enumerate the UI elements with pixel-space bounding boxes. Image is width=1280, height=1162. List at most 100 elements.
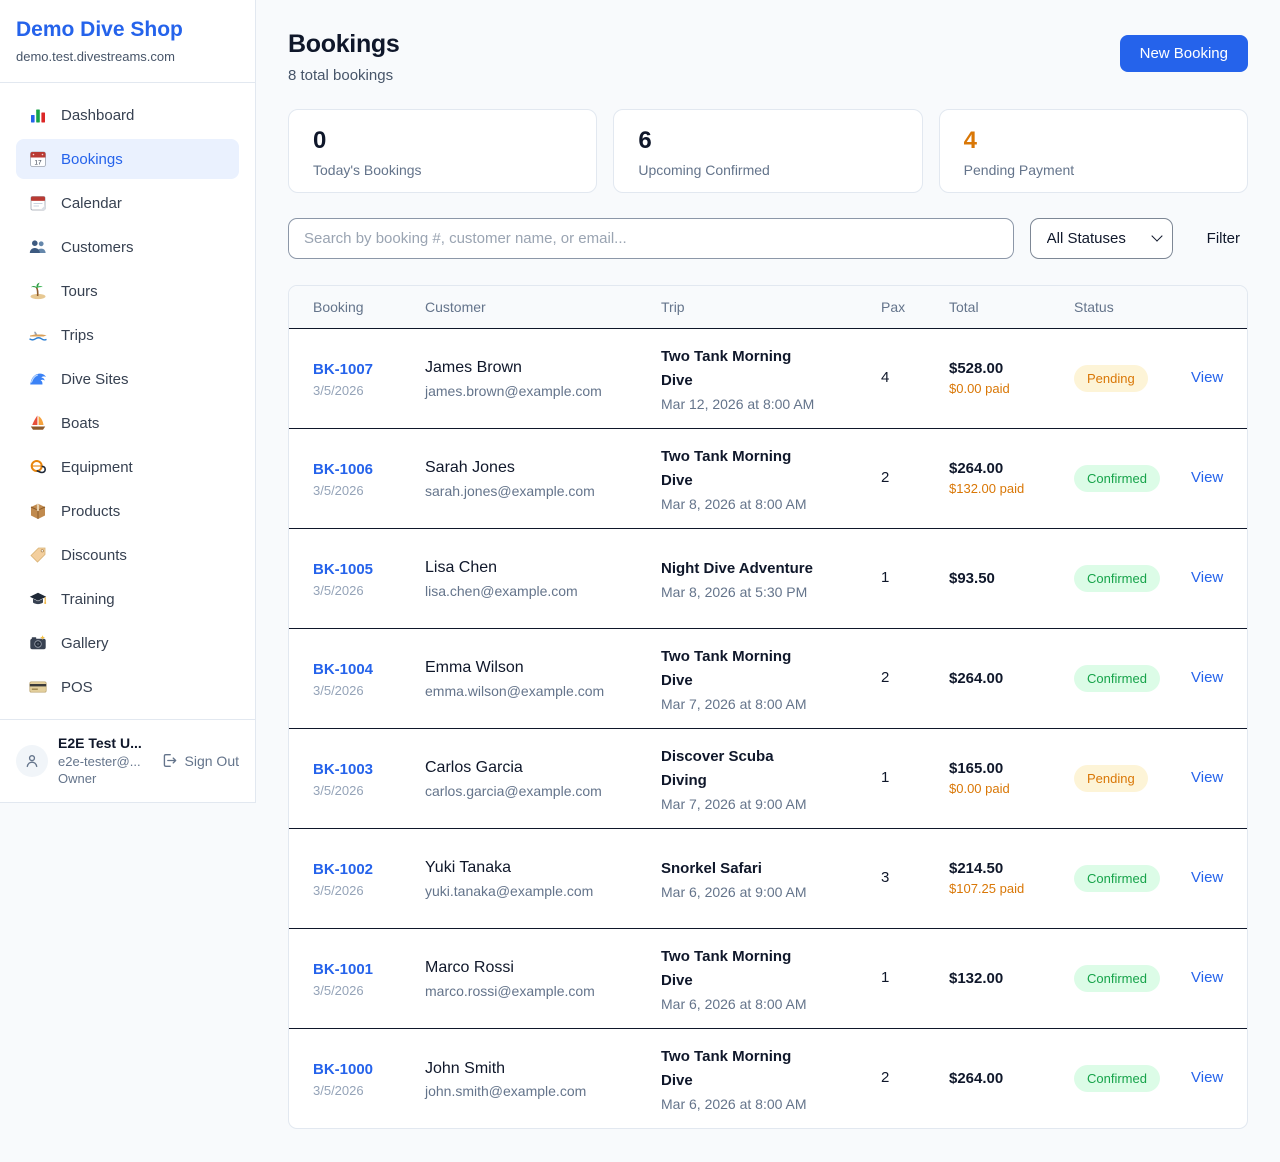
customer-email: lisa.chen@example.com bbox=[425, 582, 578, 599]
booking-id-link[interactable]: BK-1005 bbox=[313, 560, 374, 578]
paid-amount: $132.00 paid bbox=[949, 481, 1025, 496]
trip-datetime: Mar 7, 2026 at 9:00 AM bbox=[661, 795, 807, 812]
sidebar-item-label: Customers bbox=[61, 238, 134, 256]
trip-datetime: Mar 7, 2026 at 8:00 AM bbox=[661, 695, 807, 712]
customer-name: Marco Rossi bbox=[425, 959, 514, 977]
sidebar-item-calendar[interactable]: Calendar bbox=[16, 183, 239, 223]
camera-icon bbox=[28, 633, 48, 653]
sidebar-item-trips[interactable]: Trips bbox=[16, 315, 239, 355]
sidebar-item-tours[interactable]: Tours bbox=[16, 271, 239, 311]
search-input[interactable] bbox=[288, 218, 1014, 259]
booking-date: 3/5/2026 bbox=[313, 583, 364, 599]
trip-name: Two Tank Morning Dive bbox=[661, 947, 792, 989]
customer-name: Carlos Garcia bbox=[425, 759, 523, 777]
total-amount: $264.00 bbox=[949, 460, 1004, 477]
total-amount: $264.00 bbox=[949, 669, 1004, 687]
view-link[interactable]: View bbox=[1191, 1069, 1224, 1087]
sidebar-item-training[interactable]: Training bbox=[16, 579, 239, 619]
booking-id-link[interactable]: BK-1001 bbox=[313, 960, 374, 978]
view-link[interactable]: View bbox=[1191, 769, 1224, 786]
view-link[interactable]: View bbox=[1191, 869, 1224, 886]
sidebar-nav: Dashboard 17 Bookings Calendar Customers… bbox=[0, 83, 255, 719]
sidebar-item-label: Trips bbox=[61, 326, 94, 344]
stat-value: 0 bbox=[313, 127, 327, 154]
table-row: BK-1004 3/5/2026 Emma Wilson emma.wilson… bbox=[289, 628, 1247, 729]
status-badge: Confirmed bbox=[1074, 964, 1160, 992]
trip-datetime: Mar 6, 2026 at 9:00 AM bbox=[661, 883, 807, 900]
total-amount: $165.00 bbox=[949, 760, 1004, 777]
status-badge: Confirmed bbox=[1074, 864, 1160, 892]
table-row: BK-1000 3/5/2026 John Smith john.smith@e… bbox=[289, 1028, 1247, 1128]
booking-date: 3/5/2026 bbox=[313, 1083, 364, 1099]
grad-cap-icon bbox=[28, 589, 48, 609]
booking-id-link[interactable]: BK-1006 bbox=[313, 460, 374, 478]
trip-datetime: Mar 6, 2026 at 8:00 AM bbox=[661, 995, 807, 1012]
status-badge: Confirmed bbox=[1074, 464, 1160, 492]
paid-amount: $0.00 paid bbox=[949, 781, 1010, 796]
booking-id-link[interactable]: BK-1004 bbox=[313, 660, 374, 678]
bar-chart-icon bbox=[28, 105, 48, 125]
table-row: BK-1006 3/5/2026 Sarah Jones sarah.jones… bbox=[289, 428, 1247, 529]
paid-amount: $107.25 paid bbox=[949, 881, 1025, 896]
view-link[interactable]: View bbox=[1191, 369, 1224, 386]
sign-out-button[interactable]: Sign Out bbox=[159, 751, 239, 771]
sidebar-item-label: Training bbox=[61, 590, 115, 608]
dive-mask-icon bbox=[28, 457, 48, 477]
sidebar-item-label: Equipment bbox=[61, 458, 133, 476]
booking-date: 3/5/2026 bbox=[313, 783, 364, 799]
booking-id-link[interactable]: BK-1000 bbox=[313, 1061, 374, 1079]
sidebar-item-bookings[interactable]: 17 Bookings bbox=[16, 139, 239, 179]
booking-id-link[interactable]: BK-1002 bbox=[313, 860, 374, 878]
sidebar-item-boats[interactable]: Boats bbox=[16, 403, 239, 443]
people-icon bbox=[28, 237, 48, 257]
person-icon bbox=[22, 751, 42, 771]
trip-name: Two Tank Morning Dive bbox=[661, 447, 792, 489]
customer-name: James Brown bbox=[425, 359, 522, 377]
view-link[interactable]: View bbox=[1191, 969, 1224, 986]
sign-out-icon bbox=[159, 751, 179, 771]
page-subtitle: 8 total bookings bbox=[288, 67, 394, 84]
trip-name: Snorkel Safari bbox=[661, 859, 762, 877]
view-link[interactable]: View bbox=[1191, 669, 1224, 686]
view-link[interactable]: View bbox=[1191, 469, 1224, 486]
shop-domain: demo.test.divestreams.com bbox=[16, 49, 175, 64]
trip-name: Two Tank Morning Dive bbox=[661, 1047, 792, 1089]
booking-date: 3/5/2026 bbox=[313, 483, 364, 499]
new-booking-button[interactable]: New Booking bbox=[1119, 35, 1248, 72]
filter-row: All Statuses Filter bbox=[288, 218, 1248, 259]
table-row: BK-1005 3/5/2026 Lisa Chen lisa.chen@exa… bbox=[289, 528, 1247, 629]
sidebar-item-gallery[interactable]: Gallery bbox=[16, 623, 239, 663]
calendar-pad-icon bbox=[28, 193, 48, 213]
booking-id-link[interactable]: BK-1007 bbox=[313, 360, 374, 378]
status-badge: Confirmed bbox=[1074, 664, 1160, 692]
pax-count: 1 bbox=[881, 969, 890, 986]
svg-text:17: 17 bbox=[34, 160, 42, 167]
table-row: BK-1002 3/5/2026 Yuki Tanaka yuki.tanaka… bbox=[289, 828, 1247, 929]
sidebar-item-products[interactable]: Products bbox=[16, 491, 239, 531]
tag-icon bbox=[28, 545, 48, 565]
trip-datetime: Mar 12, 2026 at 8:00 AM bbox=[661, 395, 815, 412]
status-select[interactable]: All Statuses bbox=[1029, 218, 1173, 259]
sidebar-item-discounts[interactable]: Discounts bbox=[16, 535, 239, 575]
pax-count: 2 bbox=[881, 1069, 890, 1087]
table-header-row: Booking Customer Trip Pax Total Status bbox=[289, 286, 1247, 329]
wave-icon bbox=[28, 369, 48, 389]
view-link[interactable]: View bbox=[1191, 569, 1224, 586]
total-amount: $528.00 bbox=[949, 360, 1004, 377]
filter-button[interactable]: Filter bbox=[1199, 224, 1248, 253]
booking-date: 3/5/2026 bbox=[313, 383, 364, 399]
sidebar-item-label: Products bbox=[61, 502, 121, 520]
column-header-actions bbox=[1191, 286, 1247, 329]
sidebar-item-dashboard[interactable]: Dashboard bbox=[16, 95, 239, 135]
column-header-trip: Trip bbox=[661, 286, 881, 329]
bookings-table: Booking Customer Trip Pax Total Status B… bbox=[289, 286, 1247, 1128]
sidebar-item-pos[interactable]: POS bbox=[16, 667, 239, 707]
speedboat-icon bbox=[28, 325, 48, 345]
total-amount: $132.00 bbox=[949, 969, 1004, 987]
sidebar-item-dive-sites[interactable]: Dive Sites bbox=[16, 359, 239, 399]
brand: Demo Dive Shop demo.test.divestreams.com bbox=[0, 0, 255, 83]
sidebar-item-equipment[interactable]: Equipment bbox=[16, 447, 239, 487]
sidebar-item-customers[interactable]: Customers bbox=[16, 227, 239, 267]
customer-email: carlos.garcia@example.com bbox=[425, 782, 602, 799]
booking-id-link[interactable]: BK-1003 bbox=[313, 760, 374, 778]
